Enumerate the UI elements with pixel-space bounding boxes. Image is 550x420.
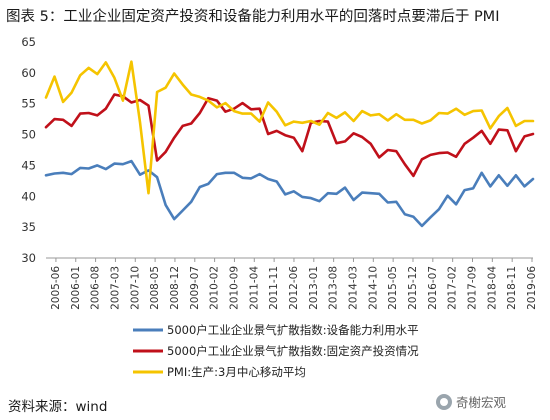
x-tick-label: 2006-01 (70, 266, 82, 310)
x-tick-label: 2008-05 (149, 266, 161, 310)
x-tick-label: 2006-08 (90, 266, 102, 310)
y-tick-label: 40 (21, 189, 36, 203)
legend-label: PMI:生产:3月中心移动平均 (167, 365, 306, 379)
x-tick-label: 2016-07 (427, 266, 439, 310)
series-lines (44, 60, 535, 228)
x-tick-label: 2013-01 (308, 266, 320, 310)
x-tick-label: 2012-06 (288, 266, 300, 310)
y-axis: 30 35 40 45 50 55 60 65 (21, 35, 36, 265)
y-tick-label: 55 (21, 97, 36, 111)
legend: 5000户工业企业景气扩散指数:设备能力利用水平 5000户工业企业景气扩散指数:… (133, 323, 419, 379)
x-tick-label: 2018-04 (486, 266, 498, 310)
series-line-2 (44, 93, 535, 178)
x-tick-label: 2005-06 (50, 266, 62, 310)
y-tick-label: 35 (21, 220, 36, 234)
x-tick-label: 2008-12 (169, 266, 181, 310)
x-tick-label: 2019-06 (526, 266, 538, 310)
series-line-3 (44, 60, 535, 195)
x-tick-label: 2007-03 (109, 266, 121, 310)
x-tick-label: 2011-11 (268, 266, 280, 310)
x-tick-label: 2014-03 (347, 266, 359, 310)
legend-label: 5000户工业企业景气扩散指数:固定资产投资情况 (167, 344, 419, 358)
watermark-text: 奇榭宏观 (456, 395, 507, 410)
x-tick-label: 2014-10 (367, 266, 379, 310)
x-tick-label: 2017-09 (466, 266, 478, 310)
legend-label: 5000户工业企业景气扩散指数:设备能力利用水平 (167, 323, 419, 337)
x-tick-label: 2007-10 (129, 266, 141, 310)
x-tick-label: 2015-12 (407, 266, 419, 310)
x-tick-label: 2010-09 (228, 266, 240, 310)
source-note: 资料来源：wind (8, 399, 108, 415)
x-axis: 2005-06 2006-01 2006-08 2007-03 2007-10 2008-… (46, 257, 538, 310)
x-tick-label: 2010-02 (209, 266, 221, 310)
y-tick-label: 45 (21, 158, 36, 172)
x-tick-label: 2017-02 (447, 266, 459, 310)
y-tick-label: 65 (21, 35, 36, 49)
wechat-account-icon (436, 393, 452, 410)
x-tick-label: 2009-07 (189, 266, 201, 310)
x-tick-label: 2015-05 (387, 266, 399, 310)
x-tick-label: 2011-04 (248, 266, 260, 310)
watermark: 奇榭宏观 (436, 392, 506, 411)
x-tick-label: 2013-08 (328, 266, 340, 310)
y-tick-label: 30 (21, 251, 36, 265)
chart-title: 图表 5：工业企业固定资产投资和设备能力利用水平的回落时点要滞后于 PMI (6, 9, 500, 25)
x-tick-label: 2018-11 (506, 266, 518, 310)
series-line-1 (44, 159, 535, 228)
y-tick-label: 50 (21, 128, 36, 142)
y-tick-label: 60 (21, 66, 36, 80)
